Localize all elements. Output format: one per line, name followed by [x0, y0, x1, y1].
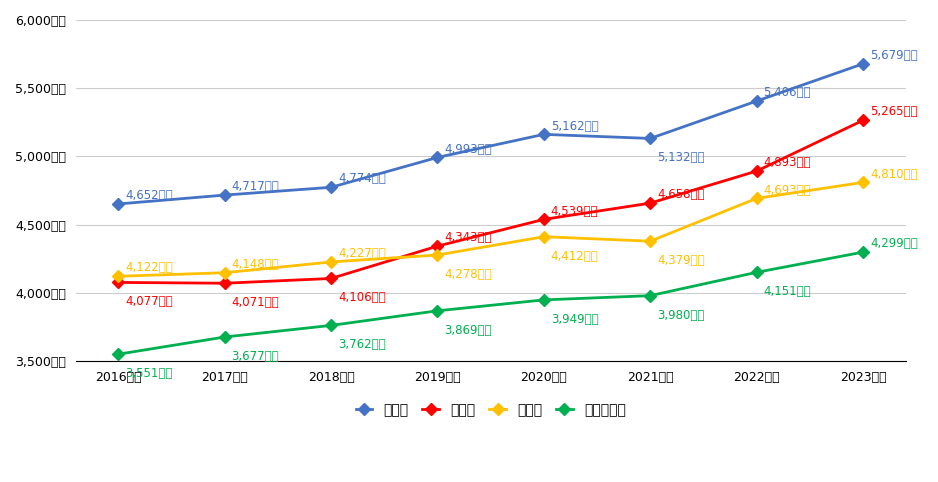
その他地域: [751, 269, 763, 275]
Text: 4,278万円: 4,278万円: [445, 268, 492, 281]
Text: 4,652万円: 4,652万円: [126, 189, 173, 202]
近畿圏: [644, 200, 656, 206]
Text: 4,148万円: 4,148万円: [232, 258, 280, 271]
東海圏: [538, 234, 550, 240]
Text: 4,122万円: 4,122万円: [126, 261, 173, 274]
Legend: 首都圏, 近畿圏, 東海圏, その他地域: 首都圏, 近畿圏, 東海圏, その他地域: [350, 397, 631, 422]
Text: 3,677万円: 3,677万円: [232, 350, 280, 363]
Text: 5,265万円: 5,265万円: [870, 106, 917, 119]
Text: 4,658万円: 4,658万円: [658, 188, 704, 201]
首都圏: [751, 98, 763, 104]
東海圏: [751, 196, 763, 201]
Text: 5,679万円: 5,679万円: [870, 49, 917, 62]
Text: 4,774万円: 4,774万円: [338, 173, 386, 186]
近畿圏: [325, 276, 337, 281]
Text: 4,993万円: 4,993万円: [445, 143, 492, 156]
近畿圏: [751, 168, 763, 174]
Text: 4,071万円: 4,071万円: [232, 296, 280, 309]
Text: 3,869万円: 3,869万円: [445, 324, 492, 337]
Text: 4,717万円: 4,717万円: [232, 180, 280, 193]
Text: 3,949万円: 3,949万円: [551, 313, 598, 326]
Text: 4,151万円: 4,151万円: [764, 285, 811, 298]
Text: 4,227万円: 4,227万円: [338, 247, 386, 260]
Text: 3,980万円: 3,980万円: [658, 308, 704, 321]
Line: 首都圏: 首都圏: [114, 60, 868, 208]
首都圏: [431, 155, 443, 161]
首都圏: [113, 201, 124, 207]
東海圏: [431, 252, 443, 258]
近畿圏: [219, 281, 231, 286]
その他地域: [857, 249, 869, 255]
その他地域: [325, 322, 337, 328]
Text: 4,539万円: 4,539万円: [551, 204, 598, 217]
Text: 4,077万円: 4,077万円: [126, 295, 173, 308]
東海圏: [219, 270, 231, 276]
Text: 5,162万円: 5,162万円: [551, 120, 598, 133]
その他地域: [113, 351, 124, 357]
東海圏: [644, 238, 656, 244]
近畿圏: [538, 216, 550, 222]
東海圏: [857, 179, 869, 185]
Text: 4,106万円: 4,106万円: [338, 292, 386, 305]
近畿圏: [857, 118, 869, 123]
Text: 5,406万円: 5,406万円: [764, 86, 811, 99]
東海圏: [113, 273, 124, 279]
Text: 4,379万円: 4,379万円: [658, 254, 704, 267]
Text: 4,810万円: 4,810万円: [870, 168, 917, 181]
Text: 4,412万円: 4,412万円: [551, 250, 598, 263]
Text: 4,693万円: 4,693万円: [764, 184, 811, 197]
Line: 近畿圏: 近畿圏: [114, 116, 868, 287]
Line: その他地域: その他地域: [114, 248, 868, 358]
東海圏: [325, 259, 337, 265]
その他地域: [644, 293, 656, 298]
その他地域: [431, 308, 443, 314]
Text: 4,343万円: 4,343万円: [445, 231, 492, 244]
首都圏: [538, 132, 550, 137]
Text: 3,762万円: 3,762万円: [338, 338, 386, 351]
首都圏: [857, 61, 869, 67]
その他地域: [538, 297, 550, 303]
首都圏: [644, 135, 656, 141]
Text: 4,299万円: 4,299万円: [870, 237, 917, 250]
Text: 5,132万円: 5,132万円: [658, 151, 704, 164]
Line: 東海圏: 東海圏: [114, 178, 868, 281]
その他地域: [219, 334, 231, 340]
首都圏: [219, 192, 231, 198]
近畿圏: [431, 243, 443, 249]
首都圏: [325, 185, 337, 190]
Text: 4,893万円: 4,893万円: [764, 156, 811, 169]
近畿圏: [113, 280, 124, 285]
Text: 3,551万円: 3,551万円: [126, 367, 173, 380]
